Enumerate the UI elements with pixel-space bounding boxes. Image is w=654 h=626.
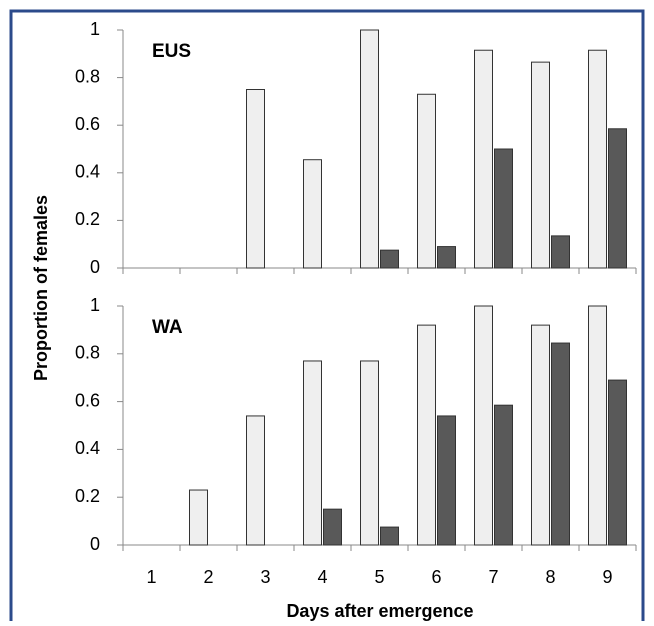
bar: [474, 49, 493, 269]
bar: [531, 61, 550, 269]
bar: [608, 128, 627, 269]
y-tick-label: 0.2: [75, 209, 100, 229]
y-tick-label: 0.4: [75, 438, 100, 458]
x-tick-label: 8: [545, 567, 555, 587]
bar: [417, 324, 436, 546]
y-tick-label: 0: [90, 534, 100, 554]
bar: [588, 305, 607, 546]
bar: [360, 29, 379, 269]
bar: [474, 305, 493, 546]
bar: [551, 235, 570, 269]
bar: [380, 249, 399, 269]
bar: [189, 489, 208, 546]
panel-label: WA: [152, 317, 183, 338]
y-axis-label: Proportion of females: [31, 195, 51, 381]
y-tick-label: 0.2: [75, 486, 100, 506]
bar: [437, 415, 456, 546]
bar: [437, 246, 456, 269]
y-tick-label: 0.6: [75, 390, 100, 410]
x-tick-label: 6: [431, 567, 441, 587]
bar: [494, 404, 513, 546]
x-tick-label: 2: [203, 567, 213, 587]
panel-label: EUS: [152, 41, 191, 62]
x-tick-label: 4: [317, 567, 327, 587]
bar: [588, 49, 607, 269]
bar: [417, 93, 436, 269]
x-tick-label: 5: [374, 567, 384, 587]
bar: [551, 342, 570, 546]
bar: [360, 360, 379, 546]
x-tick-label: 9: [602, 567, 612, 587]
bar: [494, 148, 513, 269]
bar: [323, 508, 342, 546]
bar: [303, 159, 322, 269]
y-tick-label: 1: [90, 19, 100, 39]
x-tick-label: 3: [260, 567, 270, 587]
y-tick-label: 0: [90, 257, 100, 277]
bar: [531, 324, 550, 546]
y-tick-label: 0.4: [75, 162, 100, 182]
bar: [246, 89, 265, 269]
y-tick-label: 0.6: [75, 114, 100, 134]
y-tick-label: 1: [90, 295, 100, 315]
x-tick-label: 7: [488, 567, 498, 587]
bar: [246, 415, 265, 546]
bar: [380, 526, 399, 546]
y-tick-label: 0.8: [75, 66, 100, 86]
y-tick-label: 0.8: [75, 343, 100, 363]
x-tick-label: 1: [146, 567, 156, 587]
bar: [303, 360, 322, 546]
bar: [608, 379, 627, 546]
x-axis-label: Days after emergence: [286, 601, 473, 621]
